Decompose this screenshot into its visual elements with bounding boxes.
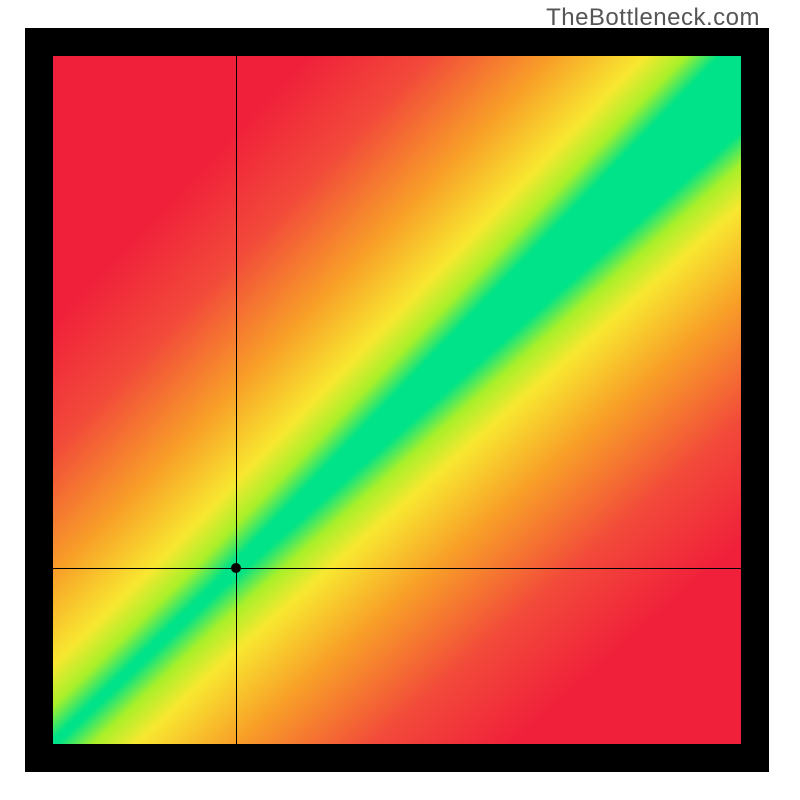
plot-area xyxy=(53,56,741,744)
plot-border xyxy=(25,28,769,772)
crosshair-marker xyxy=(231,563,241,573)
crosshair-horizontal xyxy=(53,568,741,569)
heatmap-canvas xyxy=(53,56,741,744)
crosshair-vertical xyxy=(236,56,237,744)
watermark-text: TheBottleneck.com xyxy=(546,4,760,32)
chart-container: TheBottleneck.com xyxy=(0,0,800,800)
